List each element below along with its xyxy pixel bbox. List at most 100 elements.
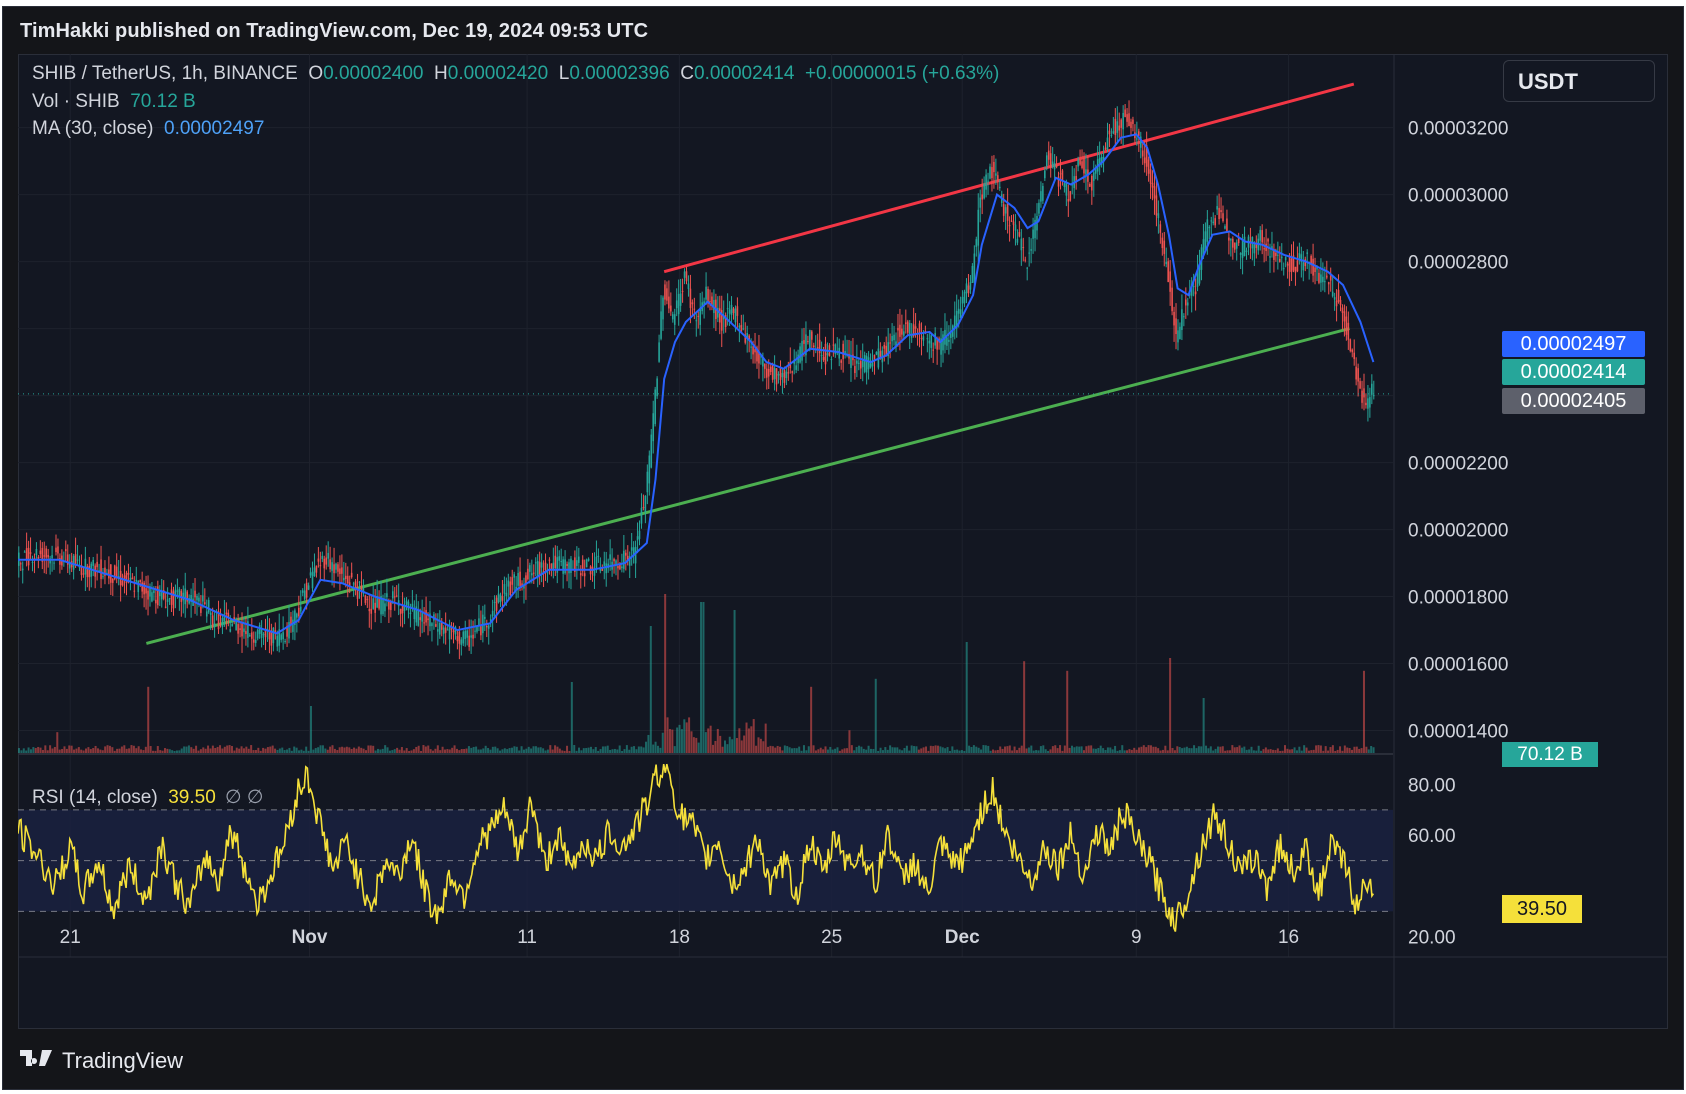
volume-bar bbox=[570, 682, 573, 754]
candle-body bbox=[331, 562, 333, 571]
candle-body bbox=[1038, 202, 1040, 214]
candle-body bbox=[1126, 114, 1128, 122]
volume-bar bbox=[254, 749, 257, 754]
candle-body bbox=[344, 575, 347, 579]
volume-bar bbox=[767, 746, 770, 754]
volume-bar bbox=[432, 750, 435, 754]
volume-bar bbox=[1097, 747, 1100, 754]
candle-body bbox=[1063, 183, 1066, 187]
candle-body bbox=[705, 286, 707, 300]
candle-body bbox=[409, 612, 412, 615]
candle-body bbox=[730, 304, 733, 315]
volume-bar bbox=[649, 626, 652, 754]
candle-body bbox=[953, 315, 956, 329]
trendlines[interactable] bbox=[145, 82, 1355, 645]
volume-bar bbox=[82, 750, 85, 754]
candle-body bbox=[264, 628, 267, 638]
volume-bar bbox=[970, 746, 973, 754]
volume-bar bbox=[807, 746, 810, 754]
candle-body bbox=[309, 572, 312, 576]
candle-body bbox=[570, 558, 572, 573]
volume-bar bbox=[1221, 746, 1224, 754]
candle-body bbox=[912, 324, 915, 337]
candle-body bbox=[687, 283, 690, 289]
candle-body bbox=[534, 562, 537, 564]
candle-body bbox=[985, 174, 987, 190]
volume-bar bbox=[398, 749, 401, 754]
volume-bar bbox=[1362, 670, 1365, 754]
rsi-line bbox=[18, 763, 1375, 932]
candle-body bbox=[529, 565, 531, 572]
volume-bar bbox=[75, 748, 78, 754]
candle-body bbox=[910, 334, 913, 338]
candle-body bbox=[233, 617, 235, 621]
candle-body bbox=[131, 577, 134, 580]
candle-body bbox=[728, 309, 731, 314]
volume-bar bbox=[913, 746, 916, 754]
volume-bar bbox=[118, 748, 121, 754]
candle-body bbox=[160, 592, 163, 600]
candle-body bbox=[1196, 269, 1199, 287]
rsi-tick-label: 60.00 bbox=[1408, 826, 1456, 847]
candle-body bbox=[1216, 206, 1218, 210]
volume-bar bbox=[250, 745, 253, 754]
candle-body bbox=[885, 345, 888, 356]
volume-bar bbox=[1236, 747, 1239, 754]
volume-bar bbox=[1061, 750, 1064, 754]
candle-body bbox=[1214, 218, 1216, 226]
candle-body bbox=[499, 594, 502, 603]
candle-body bbox=[783, 369, 786, 383]
candle-body bbox=[1353, 352, 1356, 360]
volume-bar bbox=[34, 748, 37, 754]
volume-bar bbox=[85, 748, 88, 754]
candle-body bbox=[464, 630, 467, 639]
currency-selector[interactable]: USDT bbox=[1503, 60, 1655, 102]
low-label: L bbox=[558, 63, 570, 84]
candle-body bbox=[231, 623, 234, 627]
volume-legend[interactable]: Vol · SHIB 70.12 B bbox=[32, 91, 196, 113]
volume-bar bbox=[443, 749, 446, 754]
volume-bar bbox=[1085, 746, 1088, 754]
candle-body bbox=[117, 576, 120, 578]
volume-bar bbox=[1307, 750, 1310, 754]
symbol-label[interactable]: SHIB / TetherUS, 1h, BINANCE bbox=[32, 63, 298, 84]
volume-bar bbox=[831, 749, 834, 754]
volume-bar bbox=[1023, 661, 1026, 754]
candle-body bbox=[662, 297, 664, 320]
lower-trendline bbox=[145, 327, 1350, 645]
volume-bar bbox=[685, 722, 688, 754]
candle-body bbox=[503, 584, 506, 594]
candle-body bbox=[480, 626, 482, 636]
tradingview-brand[interactable]: TradingView bbox=[20, 1048, 183, 1074]
candle-body bbox=[795, 365, 797, 370]
volume-bar bbox=[1090, 745, 1093, 754]
time-tick-label: 18 bbox=[669, 927, 690, 948]
change-value: +0.00000015 (+0.63%) bbox=[804, 63, 1000, 84]
volume-bar bbox=[1365, 746, 1368, 754]
volume-bar bbox=[487, 748, 490, 754]
ma-legend[interactable]: MA (30, close) 0.00002497 bbox=[32, 118, 264, 140]
candle-body bbox=[127, 572, 130, 575]
volume-bar bbox=[946, 747, 949, 754]
volume-bar bbox=[589, 746, 592, 754]
volume-bar bbox=[999, 746, 1002, 754]
candle-body bbox=[1024, 259, 1027, 261]
candle-body bbox=[875, 351, 878, 355]
volume-bar bbox=[374, 750, 377, 754]
candle-body bbox=[1149, 169, 1152, 184]
rsi-pane bbox=[18, 763, 1393, 932]
candle-body bbox=[68, 562, 71, 569]
volume-bar bbox=[1133, 747, 1136, 754]
candle-body bbox=[734, 308, 737, 323]
candle-body bbox=[1224, 226, 1226, 229]
candle-body bbox=[100, 559, 102, 580]
candle-body bbox=[252, 639, 255, 643]
rsi-legend[interactable]: RSI (14, close) 39.50 ∅ ∅ bbox=[32, 786, 263, 809]
volume-bar bbox=[1075, 746, 1078, 754]
candle-body bbox=[799, 346, 801, 363]
volume-bar bbox=[168, 749, 171, 754]
chart-canvas[interactable]: 0.00003200 0.00003000 0.00002800 0.00002200… bbox=[18, 54, 1668, 1029]
volume-bar bbox=[1066, 670, 1069, 754]
volume-bar bbox=[123, 745, 126, 754]
volume-bar bbox=[786, 746, 789, 754]
